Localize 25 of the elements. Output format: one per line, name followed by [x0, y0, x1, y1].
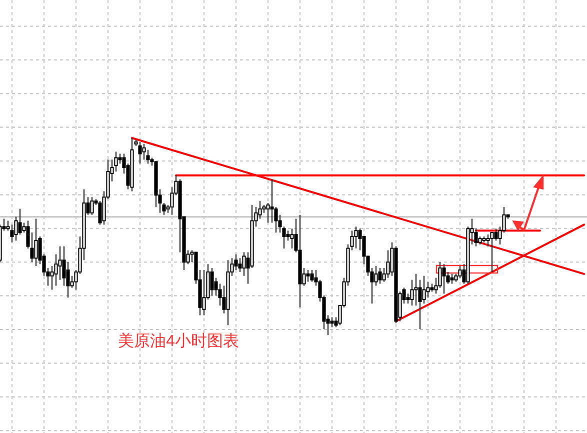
candlestick	[286, 230, 290, 241]
annotation: 美原油4小时图表	[118, 332, 239, 350]
candlestick	[442, 264, 446, 294]
candlestick	[306, 269, 310, 282]
candlestick	[238, 258, 242, 272]
candlestick	[90, 196, 94, 216]
candlestick	[210, 268, 214, 296]
candlestick	[330, 316, 334, 328]
candlestick	[458, 266, 462, 278]
candlestick	[490, 232, 494, 272]
candlestick	[374, 266, 378, 286]
candlestick	[18, 208, 22, 236]
candlestick	[290, 228, 294, 249]
candlestick	[414, 273, 418, 306]
candlestick	[406, 293, 410, 304]
candlestick	[34, 218, 38, 267]
candlestick	[494, 228, 498, 241]
candlestick	[354, 226, 358, 249]
candlestick	[450, 273, 454, 284]
candlestick	[138, 141, 142, 164]
candlestick	[378, 268, 382, 284]
candlestick	[118, 153, 122, 164]
candlestick	[422, 275, 426, 304]
candlestick	[142, 143, 146, 160]
candlestick	[310, 269, 314, 282]
